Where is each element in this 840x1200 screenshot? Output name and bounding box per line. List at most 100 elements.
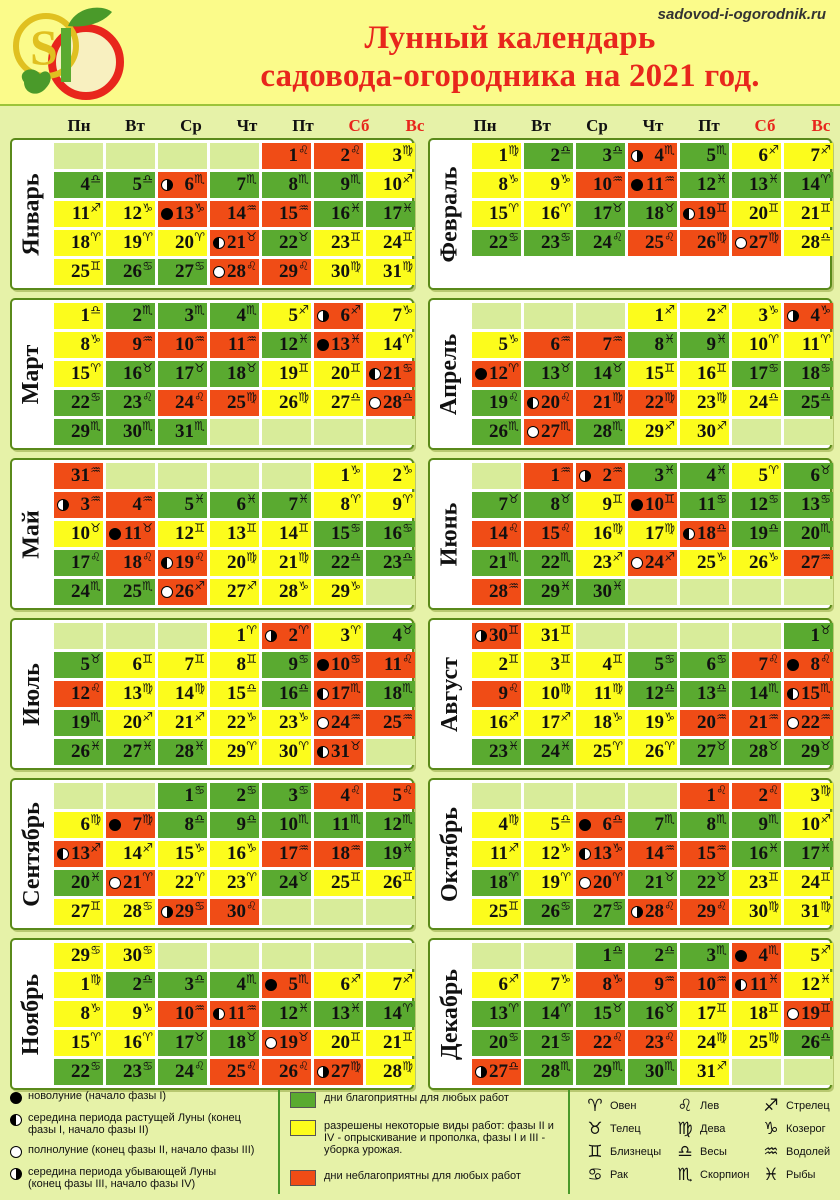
last-quarter-moon-icon: [631, 906, 643, 918]
weekday-mon: Пн: [473, 116, 497, 135]
day-number: 20: [123, 712, 142, 733]
day-cell: 1 ♍: [54, 972, 103, 998]
day-cell: 9 ♏: [732, 812, 781, 838]
zodiac-sign-icon: ♊: [350, 361, 361, 375]
zodiac-sign-icon: ♏: [716, 812, 727, 826]
day-number: 5: [184, 494, 195, 515]
day-number: 27: [697, 741, 716, 762]
day-cell: 28 ♑: [262, 579, 311, 605]
day-cell: 13 ♓: [314, 1001, 363, 1027]
day-number: 27: [541, 421, 560, 442]
zodiac-sign-icon: ♉: [612, 1001, 623, 1015]
day-cell: 10 ♍: [524, 681, 573, 707]
weekday-fri: Пт: [698, 116, 720, 135]
month-block: Сентябрь 1 ♋ 2 ♋ 3 ♋ 4 ♌ 5 ♌ 6 ♍ 7 ♍ 8 ♎ 9 ♎ 10 ♏ 11 ♏ 12 ♏ 13 ♐ 14…: [10, 778, 415, 930]
empty-cell: [106, 463, 155, 489]
day-cell: 14 ♒: [628, 841, 677, 867]
first-quarter-moon-icon: [735, 979, 747, 991]
month-name-label: Май: [18, 509, 45, 559]
day-cell: 4 ♍: [472, 812, 521, 838]
zodiac-sign-icon: ♈: [194, 230, 205, 244]
site-url[interactable]: sadovod-i-ogorodnik.ru: [657, 6, 826, 23]
day-cell: 13 ♑: [158, 201, 207, 227]
legend-moon-full: полнолуние (конец фазы II, начало фазы I…: [10, 1144, 254, 1158]
day-cell: 2 ♊: [472, 652, 521, 678]
zodiac-sign-icon: ♈: [298, 739, 309, 753]
day-cell: 5 ♏: [262, 972, 311, 998]
day-cell: 19 ♊: [680, 201, 729, 227]
day-number: 8: [80, 1003, 91, 1024]
day-cell: 28 ♍: [366, 1059, 415, 1085]
day-number: 29: [71, 421, 90, 442]
zodiac-sign-icon: ♐: [90, 841, 101, 855]
zodiac-sign-icon: ♊: [90, 259, 101, 273]
day-number: 18: [331, 843, 350, 864]
day-cell: 5 ♌: [366, 783, 415, 809]
day-number: 6: [498, 974, 509, 995]
day-number: 30: [593, 581, 612, 602]
zodiac-sign-icon: ♍: [716, 1030, 727, 1044]
day-number: 28: [227, 261, 246, 282]
zodiac-sign-icon: ♎: [820, 230, 831, 244]
day-number: 14: [541, 1003, 560, 1024]
day-cell: 6 ♓: [210, 492, 259, 518]
last-quarter-moon-icon: [317, 1066, 329, 1078]
month-name: Октябрь: [432, 782, 468, 926]
empty-cell: [366, 739, 415, 765]
zodiac-sign-icon: ♌: [664, 899, 675, 913]
zodiac-sign-icon: ♑: [298, 579, 309, 593]
day-cell: 2 ♌: [314, 143, 363, 169]
legend-text: середина периода убывающей Луны (конец ф…: [28, 1166, 217, 1190]
zodiac-sign-icon: ♌: [677, 1096, 693, 1116]
day-number: 19: [71, 712, 90, 733]
zodiac-sign-icon: ♑: [768, 550, 779, 564]
day-number: 14: [489, 523, 508, 544]
day-number: 5: [80, 654, 91, 675]
day-number: 12: [645, 683, 664, 704]
zodiac-sign-icon: ♓: [768, 972, 779, 986]
new-moon-icon: [10, 1092, 22, 1104]
day-cell: 11 ♓: [732, 972, 781, 998]
day-number: 31: [71, 465, 90, 486]
zodiac-sign-icon: ♎: [508, 1059, 519, 1073]
day-cell: 15 ♒: [262, 201, 311, 227]
day-number: 22: [331, 552, 350, 573]
zodiac-name: Дева: [700, 1123, 726, 1135]
zodiac-sign-icon: ♉: [142, 521, 153, 535]
day-cell: 12 ♓: [262, 332, 311, 358]
day-number: 20: [593, 872, 612, 893]
day-number: 31: [697, 1061, 716, 1082]
zodiac-sign-icon: ♑: [142, 1001, 153, 1015]
day-cell: 25 ♌: [628, 230, 677, 256]
day-cell: 28 ♏: [576, 419, 625, 445]
day-number: 23: [123, 392, 142, 413]
day-number: 28: [489, 581, 508, 602]
zodiac-sign-icon: ♊: [350, 870, 361, 884]
day-number: 5: [758, 465, 769, 486]
day-cell: 26 ♋: [106, 259, 155, 285]
zodiac-sign-icon: ♌: [664, 230, 675, 244]
zodiac-sign-icon: ♑: [612, 710, 623, 724]
zodiac-sign-icon: ♋: [142, 259, 153, 273]
zodiac-sign-icon: ♐: [350, 972, 361, 986]
zodiac-name: Водолей: [786, 1146, 831, 1158]
day-number: 12: [279, 1003, 298, 1024]
day-cell: 7 ♊: [158, 652, 207, 678]
day-number: 17: [541, 712, 560, 733]
day-number: 23: [697, 392, 716, 413]
zodiac-sign-icon: ♈: [90, 230, 101, 244]
day-cell: 19 ♊: [262, 361, 311, 387]
day-number: 21: [123, 872, 142, 893]
day-cell: 28 ♉: [732, 739, 781, 765]
month-name-label: Июль: [18, 662, 45, 726]
day-cell: 11 ♋: [680, 492, 729, 518]
day-cell: 14 ♈: [784, 172, 833, 198]
day-number: 17: [801, 843, 820, 864]
day-cell: 23 ♓: [472, 739, 521, 765]
zodiac-sign-icon: ♍: [768, 230, 779, 244]
day-number: 6: [184, 174, 195, 195]
zodiac-sign-icon: ♐: [763, 1096, 779, 1116]
day-number: 28: [383, 1061, 402, 1082]
day-cell: 14 ♈: [366, 332, 415, 358]
zodiac-sign-icon: ♏: [560, 419, 571, 433]
